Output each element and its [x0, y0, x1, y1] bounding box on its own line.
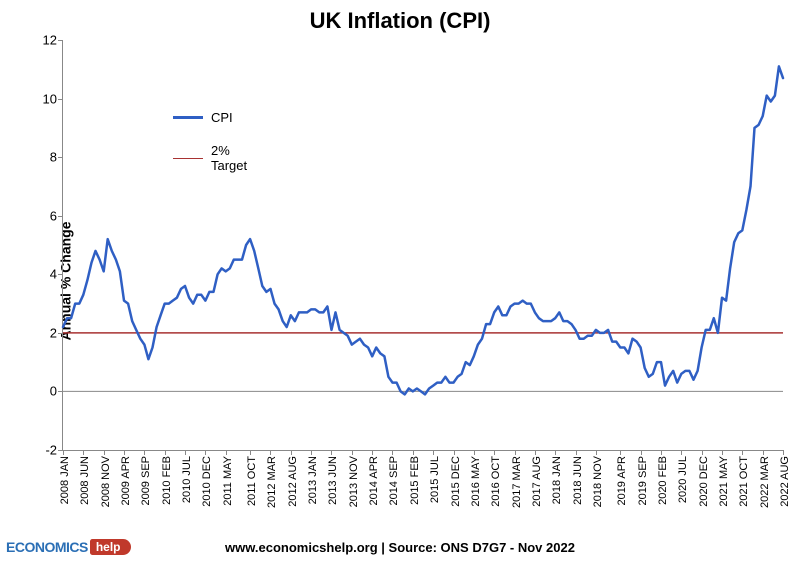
x-tick-label: 2010 DEC: [201, 456, 213, 507]
x-tick-mark: [702, 450, 703, 455]
y-tick-mark: [58, 333, 63, 334]
x-tick-label: 2015 DEC: [450, 456, 462, 507]
legend-swatch: [173, 158, 203, 159]
x-tick-label: 2009 SEP: [140, 456, 152, 506]
x-tick-label: 2008 JAN: [59, 456, 71, 504]
x-tick-mark: [474, 450, 475, 455]
x-tick-mark: [661, 450, 662, 455]
x-tick-label: 2022 AUG: [779, 456, 791, 507]
x-tick-mark: [83, 450, 84, 455]
x-tick-mark: [783, 450, 784, 455]
plot-area: CPI2%Target -20246810122008 JAN2008 JUN2…: [62, 40, 783, 451]
x-tick-mark: [331, 450, 332, 455]
x-tick-mark: [596, 450, 597, 455]
x-tick-mark: [555, 450, 556, 455]
x-tick-mark: [763, 450, 764, 455]
x-tick-label: 2021 MAY: [718, 456, 730, 507]
x-tick-mark: [433, 450, 434, 455]
y-tick-mark: [58, 99, 63, 100]
legend-item: CPI: [173, 110, 247, 125]
x-tick-mark: [352, 450, 353, 455]
cpi-line: [63, 66, 783, 394]
x-tick-mark: [226, 450, 227, 455]
chart-svg: [63, 40, 783, 450]
x-tick-label: 2018 NOV: [592, 456, 604, 507]
x-tick-label: 2010 FEB: [161, 456, 173, 505]
legend-item: 2%Target: [173, 143, 247, 173]
x-tick-label: 2013 NOV: [348, 456, 360, 507]
x-tick-label: 2017 AUG: [531, 456, 543, 507]
x-tick-mark: [620, 450, 621, 455]
x-tick-mark: [392, 450, 393, 455]
x-tick-mark: [311, 450, 312, 455]
x-tick-mark: [681, 450, 682, 455]
x-tick-mark: [250, 450, 251, 455]
x-tick-label: 2012 MAR: [266, 456, 278, 508]
x-tick-mark: [270, 450, 271, 455]
x-tick-mark: [576, 450, 577, 455]
legend-label: 2%Target: [211, 143, 247, 173]
x-tick-mark: [641, 450, 642, 455]
x-tick-mark: [535, 450, 536, 455]
x-tick-label: 2012 AUG: [287, 456, 299, 507]
x-tick-label: 2022 MAR: [759, 456, 771, 508]
x-tick-mark: [185, 450, 186, 455]
legend: CPI 2%Target: [173, 110, 247, 191]
x-tick-label: 2018 JAN: [551, 456, 563, 504]
x-tick-label: 2019 APR: [616, 456, 628, 506]
x-tick-label: 2015 JUL: [429, 456, 441, 503]
x-tick-mark: [494, 450, 495, 455]
x-tick-mark: [413, 450, 414, 455]
legend-swatch: [173, 116, 203, 119]
x-tick-label: 2020 DEC: [698, 456, 710, 507]
x-tick-mark: [165, 450, 166, 455]
x-tick-mark: [205, 450, 206, 455]
chart-container: UK Inflation (CPI) Annual % Change CPI2%…: [0, 0, 800, 561]
x-tick-mark: [454, 450, 455, 455]
x-tick-label: 2014 SEP: [388, 456, 400, 506]
x-tick-label: 2018 JUN: [572, 456, 584, 505]
x-tick-label: 2011 OCT: [246, 456, 258, 506]
x-tick-mark: [63, 450, 64, 455]
logo-primary-text: ECONOMICS: [6, 539, 88, 555]
x-tick-label: 2013 JAN: [307, 456, 319, 504]
x-tick-label: 2019 SEP: [637, 456, 649, 506]
x-tick-label: 2008 NOV: [100, 456, 112, 507]
y-tick-mark: [58, 216, 63, 217]
y-tick-mark: [58, 40, 63, 41]
x-tick-label: 2015 FEB: [409, 456, 421, 505]
x-tick-label: 2020 FEB: [657, 456, 669, 505]
y-tick-mark: [58, 274, 63, 275]
x-tick-label: 2017 MAR: [511, 456, 523, 508]
x-tick-mark: [722, 450, 723, 455]
x-tick-label: 2020 JUL: [677, 456, 689, 503]
x-tick-mark: [742, 450, 743, 455]
x-tick-label: 2016 MAY: [470, 456, 482, 507]
x-tick-mark: [291, 450, 292, 455]
chart-title: UK Inflation (CPI): [0, 8, 800, 34]
x-tick-label: 2016 OCT: [490, 456, 502, 507]
y-tick-mark: [58, 157, 63, 158]
x-tick-mark: [372, 450, 373, 455]
x-tick-label: 2010 JUL: [181, 456, 193, 503]
x-tick-label: 2013 JUN: [327, 456, 339, 505]
x-tick-label: 2014 APR: [368, 456, 380, 506]
logo-secondary-text: help: [90, 539, 131, 555]
logo: ECONOMICS help: [6, 539, 131, 555]
legend-label: CPI: [211, 110, 233, 125]
x-tick-label: 2021 OCT: [738, 456, 750, 507]
x-tick-mark: [124, 450, 125, 455]
x-tick-mark: [104, 450, 105, 455]
x-tick-label: 2008 JUN: [79, 456, 91, 505]
x-tick-mark: [515, 450, 516, 455]
x-tick-label: 2009 APR: [120, 456, 132, 506]
y-tick-mark: [58, 391, 63, 392]
x-tick-label: 2011 MAY: [222, 456, 234, 506]
x-tick-mark: [144, 450, 145, 455]
